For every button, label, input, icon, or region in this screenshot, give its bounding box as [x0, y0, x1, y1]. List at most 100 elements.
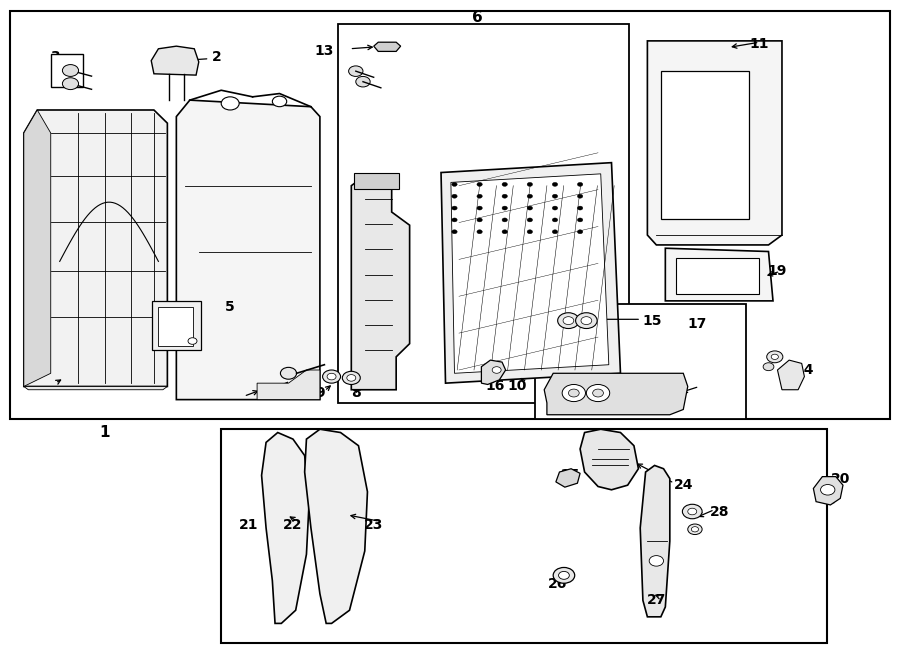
Circle shape: [527, 230, 533, 234]
Text: 17: 17: [687, 317, 707, 331]
Circle shape: [578, 230, 583, 234]
Circle shape: [273, 96, 287, 106]
Circle shape: [688, 508, 697, 515]
Circle shape: [578, 182, 583, 186]
Text: 4: 4: [37, 297, 47, 311]
Circle shape: [452, 206, 457, 210]
Circle shape: [527, 218, 533, 222]
Polygon shape: [647, 41, 782, 245]
Circle shape: [576, 313, 597, 329]
Polygon shape: [23, 387, 167, 390]
Text: 8: 8: [351, 386, 361, 400]
Circle shape: [452, 194, 457, 198]
Bar: [50, 54, 83, 87]
Bar: [11, 11, 889, 419]
Bar: [661, 71, 749, 219]
Circle shape: [569, 389, 580, 397]
Polygon shape: [441, 163, 620, 383]
Bar: [536, 304, 746, 419]
Text: 24: 24: [673, 478, 693, 492]
Circle shape: [559, 571, 570, 579]
Circle shape: [322, 370, 340, 383]
Text: 20: 20: [831, 471, 850, 486]
Circle shape: [62, 78, 78, 90]
Circle shape: [649, 556, 663, 566]
Circle shape: [452, 218, 457, 222]
Circle shape: [767, 351, 783, 363]
Bar: [158, 307, 194, 346]
Polygon shape: [640, 465, 670, 617]
Circle shape: [563, 317, 574, 325]
Polygon shape: [176, 100, 320, 400]
Circle shape: [348, 66, 363, 77]
Polygon shape: [257, 370, 320, 400]
Bar: [354, 173, 399, 189]
Text: 10: 10: [508, 379, 527, 393]
Text: 18: 18: [158, 314, 176, 327]
Text: 14: 14: [795, 363, 815, 377]
Circle shape: [356, 77, 370, 87]
Circle shape: [492, 367, 501, 373]
Text: 23: 23: [364, 518, 383, 531]
Circle shape: [502, 230, 508, 234]
Bar: [221, 429, 827, 643]
Text: 9: 9: [315, 386, 325, 400]
Circle shape: [502, 182, 508, 186]
Text: 19: 19: [768, 264, 788, 278]
Polygon shape: [23, 110, 50, 387]
Circle shape: [477, 194, 482, 198]
Circle shape: [587, 385, 609, 402]
Circle shape: [562, 385, 586, 402]
Circle shape: [554, 567, 575, 583]
Circle shape: [593, 389, 603, 397]
Polygon shape: [151, 46, 199, 75]
Circle shape: [477, 206, 482, 210]
Polygon shape: [556, 469, 581, 487]
Text: 11: 11: [750, 37, 770, 51]
Circle shape: [502, 206, 508, 210]
Circle shape: [188, 338, 197, 344]
Polygon shape: [374, 42, 400, 52]
Circle shape: [477, 182, 482, 186]
Text: 5: 5: [225, 301, 235, 315]
Circle shape: [682, 504, 702, 519]
Text: 15: 15: [642, 313, 662, 328]
Circle shape: [553, 230, 558, 234]
Circle shape: [452, 230, 457, 234]
Text: 26: 26: [548, 577, 567, 591]
Circle shape: [477, 218, 482, 222]
Text: 27: 27: [647, 594, 666, 607]
Circle shape: [553, 218, 558, 222]
Circle shape: [342, 371, 360, 385]
Circle shape: [771, 354, 778, 360]
Circle shape: [527, 206, 533, 210]
Polygon shape: [544, 373, 688, 414]
Text: 6: 6: [472, 11, 482, 25]
Polygon shape: [482, 360, 506, 385]
Circle shape: [581, 317, 592, 325]
Text: 1: 1: [99, 425, 110, 440]
Circle shape: [578, 206, 583, 210]
Circle shape: [502, 194, 508, 198]
Circle shape: [477, 230, 482, 234]
Circle shape: [688, 524, 702, 535]
Polygon shape: [778, 360, 805, 390]
Text: 22: 22: [284, 518, 302, 531]
Polygon shape: [665, 249, 773, 301]
Polygon shape: [23, 110, 167, 387]
Circle shape: [558, 313, 580, 329]
Circle shape: [578, 218, 583, 222]
Circle shape: [502, 218, 508, 222]
Bar: [152, 301, 202, 350]
Polygon shape: [814, 477, 843, 505]
Circle shape: [553, 182, 558, 186]
Bar: [338, 24, 629, 403]
Text: 28: 28: [709, 504, 729, 518]
Text: 13: 13: [315, 44, 334, 58]
Circle shape: [527, 182, 533, 186]
Text: 7: 7: [274, 383, 284, 397]
Text: 12: 12: [382, 254, 401, 268]
Circle shape: [553, 206, 558, 210]
Polygon shape: [304, 429, 367, 623]
Polygon shape: [351, 179, 410, 390]
